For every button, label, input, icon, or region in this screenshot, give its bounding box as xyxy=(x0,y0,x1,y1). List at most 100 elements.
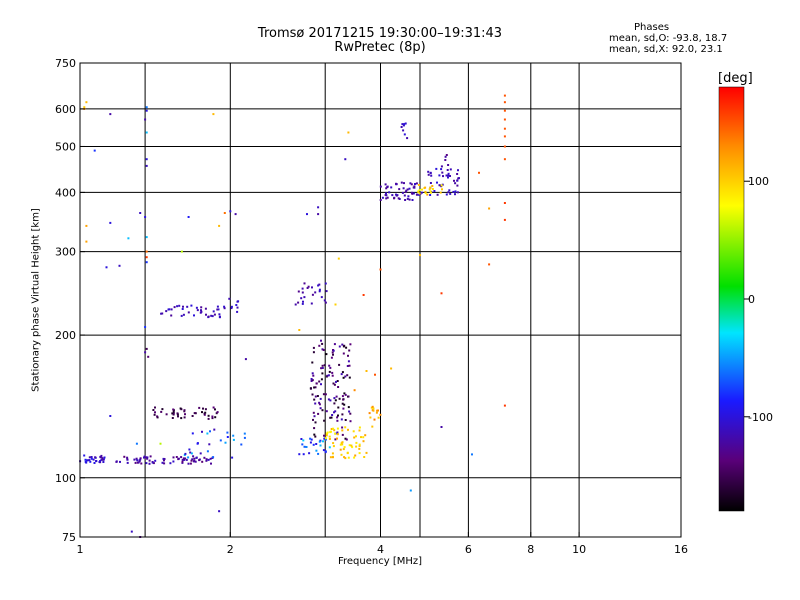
data-point xyxy=(457,177,460,180)
data-point xyxy=(152,409,155,411)
data-point xyxy=(384,194,387,196)
data-point xyxy=(342,448,345,451)
data-point xyxy=(358,452,361,455)
data-point xyxy=(324,301,327,304)
data-point xyxy=(332,427,335,430)
data-point xyxy=(347,395,350,398)
stats-o-mode: mean, sd,O: -93.8, 18.7 xyxy=(609,33,728,44)
data-point xyxy=(234,213,237,216)
data-point xyxy=(377,416,380,419)
data-point xyxy=(412,192,415,195)
data-point xyxy=(187,216,190,218)
data-point xyxy=(452,190,455,193)
data-point xyxy=(325,353,328,356)
data-point xyxy=(312,374,315,377)
data-point xyxy=(219,439,222,442)
data-point xyxy=(358,447,361,450)
data-point xyxy=(202,407,204,410)
data-point xyxy=(99,461,102,464)
data-point xyxy=(400,126,403,128)
data-point xyxy=(303,296,306,299)
data-point xyxy=(324,437,327,440)
data-point xyxy=(424,190,427,193)
data-point xyxy=(191,458,194,461)
data-point xyxy=(301,287,304,290)
data-point xyxy=(456,173,459,175)
y-tick-label: 100 xyxy=(55,472,76,485)
data-point xyxy=(329,416,332,419)
data-point xyxy=(447,172,450,175)
data-point xyxy=(146,457,149,460)
data-point xyxy=(340,442,343,445)
data-point xyxy=(200,309,202,312)
data-point xyxy=(161,312,164,315)
data-point xyxy=(191,432,194,435)
data-point xyxy=(139,212,142,214)
data-point xyxy=(161,461,164,464)
data-point xyxy=(85,461,88,464)
data-point xyxy=(144,216,147,218)
data-point xyxy=(330,428,333,430)
data-point xyxy=(401,123,404,126)
data-point xyxy=(218,510,221,513)
data-point xyxy=(336,419,339,422)
data-point xyxy=(445,154,448,156)
data-point xyxy=(315,382,318,385)
data-point xyxy=(328,446,331,449)
data-point xyxy=(323,299,326,302)
data-point xyxy=(139,458,142,461)
data-point xyxy=(200,306,203,309)
data-point xyxy=(316,395,319,397)
data-point xyxy=(341,429,344,432)
data-point xyxy=(154,411,156,414)
data-point xyxy=(173,306,176,309)
data-point xyxy=(386,186,389,189)
data-point xyxy=(365,451,368,454)
data-point xyxy=(343,446,346,449)
data-point xyxy=(161,408,164,411)
data-point xyxy=(344,393,347,396)
data-point xyxy=(319,444,322,447)
data-point xyxy=(196,442,199,445)
data-point xyxy=(409,182,412,185)
data-point xyxy=(223,307,226,310)
data-point xyxy=(344,375,347,378)
data-point xyxy=(183,410,186,413)
data-point xyxy=(133,458,136,461)
data-point xyxy=(441,171,444,174)
data-point xyxy=(325,410,328,413)
data-point xyxy=(444,159,447,161)
data-point xyxy=(503,135,506,138)
data-point xyxy=(417,191,420,193)
data-point xyxy=(312,351,315,354)
data-point xyxy=(182,313,185,316)
data-point xyxy=(230,305,233,308)
data-point xyxy=(433,190,436,192)
data-point xyxy=(200,310,203,313)
data-point xyxy=(340,453,343,456)
data-point xyxy=(429,190,432,193)
data-point xyxy=(311,286,313,289)
data-point xyxy=(203,456,206,459)
data-point xyxy=(385,192,387,195)
data-point xyxy=(145,106,148,109)
data-point xyxy=(331,414,334,416)
data-point xyxy=(342,352,345,355)
data-point xyxy=(412,186,415,189)
data-point xyxy=(326,431,329,434)
data-point xyxy=(313,433,316,436)
data-point xyxy=(442,175,444,178)
data-point xyxy=(313,386,316,389)
data-point xyxy=(334,438,337,441)
data-point xyxy=(321,409,324,412)
data-point xyxy=(385,197,388,200)
data-point xyxy=(347,456,350,459)
data-point xyxy=(145,236,148,239)
data-point xyxy=(414,183,416,185)
data-point xyxy=(224,441,227,444)
data-point xyxy=(313,398,316,401)
data-point xyxy=(406,188,409,191)
data-point xyxy=(139,457,142,460)
data-point xyxy=(324,450,327,453)
